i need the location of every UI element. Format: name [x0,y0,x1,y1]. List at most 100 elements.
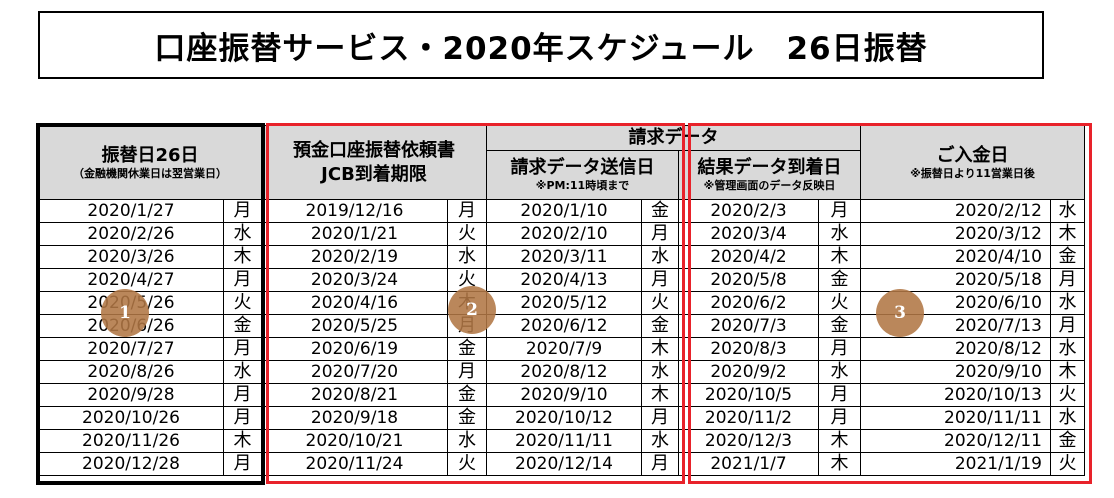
page-title: 口座振替サービス・2020年スケジュール 26日振替 [38,11,1044,79]
send-date-cell: 2020/4/13 [486,268,642,292]
section-3-badge: 3 [876,289,924,337]
header-result-date-note: ※管理画面のデータ反映日 [703,179,836,192]
form-deadline-date-cell: 2019/12/16 [261,199,448,223]
header-send-date: 請求データ送信日 ※PM:11時頃まで [486,150,679,200]
header-deposit-date: ご入金日 ※振替日より11営業日後 [860,125,1085,200]
deposit-weekday-cell: 水 [1050,291,1085,315]
result-weekday-cell: 月 [818,406,861,430]
transfer-date-cell: 2020/9/28 [38,383,224,407]
deposit-date-cell: 2021/1/19 [860,452,1051,476]
header-send-date-label: 請求データ送信日 [510,157,655,178]
deposit-weekday-cell: 月 [1050,314,1085,338]
result-date-cell: 2020/9/2 [678,360,819,384]
form-deadline-weekday-cell: 金 [447,406,487,430]
transfer-date-cell: 2020/4/27 [38,268,224,292]
transfer-weekday-cell: 月 [223,337,262,361]
send-date-cell: 2020/12/14 [486,452,642,476]
deposit-date-cell: 2020/8/12 [860,337,1051,361]
header-transfer-date-note: （金融機関休業日は翌営業日） [73,166,227,180]
form-deadline-date-cell: 2020/11/24 [261,452,448,476]
result-date-cell: 2020/12/3 [678,429,819,453]
send-date-cell: 2020/1/10 [486,199,642,223]
send-date-cell: 2020/6/12 [486,314,642,338]
send-weekday-cell: 月 [641,222,679,246]
table-row: 2020/4/27 月 2020/3/24 火 2020/4/13 月 2020/5/8 金 2… [38,268,1085,292]
result-weekday-cell: 金 [818,268,861,292]
form-deadline-weekday-cell: 水 [447,245,487,269]
send-weekday-cell: 火 [641,291,679,315]
header-form-deadline-line2: JCB到着期限 [321,163,427,185]
send-date-cell: 2020/9/10 [486,383,642,407]
result-date-cell: 2020/10/5 [678,383,819,407]
table-row: 2020/3/26 木 2020/2/19 水 2020/3/11 水 2020/4/2 木 2… [38,245,1085,269]
send-date-cell: 2020/11/11 [486,429,642,453]
transfer-weekday-cell: 月 [223,199,262,223]
transfer-date-cell: 2020/10/26 [38,406,224,430]
result-weekday-cell: 木 [818,429,861,453]
form-deadline-weekday-cell: 火 [447,452,487,476]
transfer-weekday-cell: 月 [223,452,262,476]
form-deadline-weekday-cell: 金 [447,337,487,361]
transfer-date-cell: 2020/11/26 [38,429,224,453]
deposit-date-cell: 2020/4/10 [860,245,1051,269]
send-weekday-cell: 金 [641,314,679,338]
result-date-cell: 2020/4/2 [678,245,819,269]
table-row: 2020/12/28 月 2020/11/24 火 2020/12/14 月 2021/1/… [38,452,1085,476]
transfer-date-cell: 2020/7/27 [38,337,224,361]
table-row: 2020/5/26火2020/4/16木2020/5/12火2020/6/2火2… [38,291,1085,315]
header-billing-data-label: 請求データ [628,127,719,148]
deposit-weekday-cell: 金 [1050,245,1085,269]
deposit-date-cell: 2020/5/18 [860,268,1051,292]
send-date-cell: 2020/2/10 [486,222,642,246]
result-date-cell: 2021/1/7 [678,452,819,476]
send-weekday-cell: 水 [641,245,679,269]
deposit-weekday-cell: 金 [1050,429,1085,453]
deposit-date-cell: 2020/2/12 [860,199,1051,223]
header-billing-data-group: 請求データ [486,125,861,151]
section-2-badge: 2 [448,286,496,334]
form-deadline-date-cell: 2020/7/20 [261,360,448,384]
send-weekday-cell: 水 [641,360,679,384]
form-deadline-weekday-cell: 水 [447,429,487,453]
form-deadline-date-cell: 2020/2/19 [261,245,448,269]
deposit-date-cell: 2020/11/11 [860,406,1051,430]
result-date-cell: 2020/3/4 [678,222,819,246]
table-row: 2020/11/26 木 2020/10/21 水 2020/11/11 水 2020/12… [38,429,1085,453]
form-deadline-date-cell: 2020/4/16 [261,291,448,315]
deposit-date-cell: 2020/9/10 [860,360,1051,384]
table-row: 2020/1/27 月 2019/12/16 月 2020/1/10 金 2020/2/3 月… [38,199,1085,223]
deposit-date-cell: 2020/3/12 [860,222,1051,246]
header-deposit-date-label: ご入金日 [936,144,1009,166]
deposit-date-cell: 2020/12/11 [860,429,1051,453]
header-result-date-label: 結果データ到着日 [697,157,842,178]
table-row: 2020/8/26 水 2020/7/20 月 2020/8/12 水 2020/9/2 水 2… [38,360,1085,384]
result-date-cell: 2020/5/8 [678,268,819,292]
form-deadline-weekday-cell: 金 [447,383,487,407]
transfer-weekday-cell: 月 [223,268,262,292]
transfer-weekday-cell: 金 [223,314,262,338]
deposit-weekday-cell: 木 [1050,360,1085,384]
transfer-weekday-cell: 木 [223,245,262,269]
form-deadline-date-cell: 2020/5/25 [261,314,448,338]
send-weekday-cell: 金 [641,199,679,223]
transfer-date-cell: 2020/3/26 [38,245,224,269]
result-date-cell: 2020/6/2 [678,291,819,315]
section-1-badge: 1 [101,289,149,337]
header-deposit-date-note: ※振替日より11営業日後 [910,166,1035,180]
schedule-body: 振替日26日 （金融機関休業日は翌営業日） 預金口座振替依頼書 JCB到着期限 … [38,125,1085,476]
header-result-date: 結果データ到着日 ※管理画面のデータ反映日 [678,150,861,200]
schedule-table: 振替日26日 （金融機関休業日は翌営業日） 預金口座振替依頼書 JCB到着期限 … [38,125,1085,476]
result-weekday-cell: 火 [818,291,861,315]
deposit-weekday-cell: 火 [1050,452,1085,476]
header-transfer-date: 振替日26日 （金融機関休業日は翌営業日） [38,125,262,200]
deposit-weekday-cell: 火 [1050,383,1085,407]
result-date-cell: 2020/7/3 [678,314,819,338]
transfer-weekday-cell: 月 [223,383,262,407]
transfer-date-cell: 2020/2/26 [38,222,224,246]
deposit-weekday-cell: 水 [1050,337,1085,361]
header-transfer-date-label: 振替日26日 [101,144,199,166]
send-date-cell: 2020/8/12 [486,360,642,384]
send-weekday-cell: 水 [641,429,679,453]
send-weekday-cell: 月 [641,406,679,430]
result-weekday-cell: 木 [818,245,861,269]
